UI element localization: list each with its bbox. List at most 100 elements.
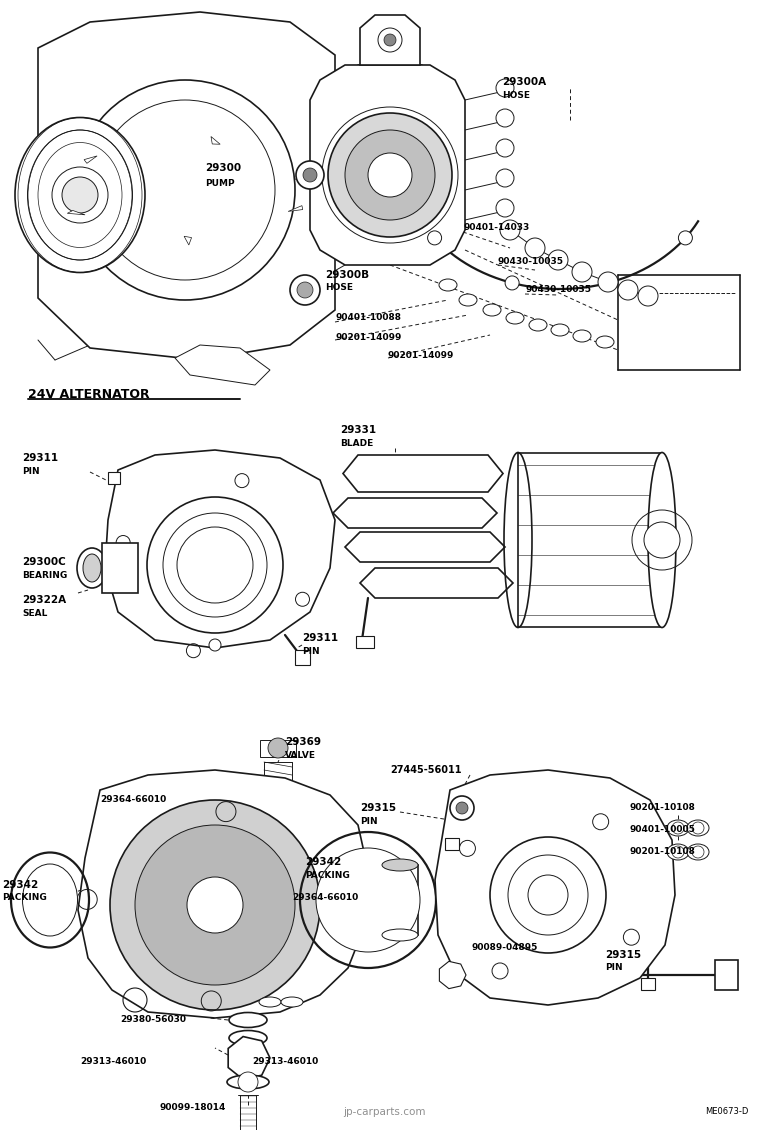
Polygon shape — [228, 1036, 270, 1079]
Polygon shape — [360, 568, 513, 598]
Text: 29342: 29342 — [305, 857, 341, 867]
Polygon shape — [288, 206, 303, 211]
Circle shape — [378, 28, 402, 52]
Circle shape — [303, 168, 317, 182]
Polygon shape — [310, 66, 465, 266]
Circle shape — [678, 231, 693, 245]
Text: 29342: 29342 — [2, 880, 38, 890]
Circle shape — [601, 276, 615, 290]
Text: 29315: 29315 — [360, 803, 396, 812]
Text: PIN: PIN — [22, 467, 40, 476]
Text: 90430-10035: 90430-10035 — [498, 258, 564, 267]
Circle shape — [644, 522, 680, 558]
Polygon shape — [38, 12, 335, 360]
Circle shape — [135, 825, 295, 985]
Ellipse shape — [459, 294, 477, 306]
Ellipse shape — [596, 336, 614, 348]
Text: 90430-10035: 90430-10035 — [525, 286, 591, 295]
Text: PIN: PIN — [360, 817, 378, 826]
Ellipse shape — [227, 1075, 269, 1089]
Text: 29300: 29300 — [205, 163, 241, 173]
Ellipse shape — [551, 324, 569, 336]
Text: BEARING: BEARING — [22, 571, 68, 580]
Circle shape — [500, 220, 520, 240]
Text: jp-carparts.com: jp-carparts.com — [343, 1107, 425, 1116]
Circle shape — [505, 276, 519, 290]
Circle shape — [496, 139, 514, 157]
Text: 90201-14099: 90201-14099 — [335, 332, 402, 341]
Polygon shape — [68, 210, 85, 215]
Circle shape — [572, 262, 592, 282]
Polygon shape — [84, 156, 97, 164]
Circle shape — [368, 153, 412, 197]
Circle shape — [62, 177, 98, 212]
Ellipse shape — [229, 1012, 267, 1027]
Text: 29364-66010: 29364-66010 — [292, 894, 358, 903]
Ellipse shape — [77, 548, 107, 588]
Text: 29380-56030: 29380-56030 — [120, 1016, 186, 1025]
Circle shape — [238, 1072, 258, 1092]
Polygon shape — [435, 770, 675, 1005]
Circle shape — [528, 875, 568, 915]
Polygon shape — [295, 179, 313, 182]
Text: VALVE: VALVE — [285, 750, 316, 759]
Text: HOSE: HOSE — [502, 90, 530, 99]
Polygon shape — [343, 455, 503, 492]
Text: 90099-18014: 90099-18014 — [160, 1104, 227, 1113]
Text: 27445-56011: 27445-56011 — [390, 765, 462, 775]
Circle shape — [496, 199, 514, 217]
Polygon shape — [260, 740, 296, 757]
Polygon shape — [439, 962, 466, 989]
Polygon shape — [445, 838, 459, 850]
Ellipse shape — [259, 997, 281, 1007]
Polygon shape — [356, 636, 374, 647]
Ellipse shape — [687, 844, 709, 860]
Text: 90201-10108: 90201-10108 — [630, 803, 696, 812]
Circle shape — [525, 238, 545, 258]
Circle shape — [672, 846, 684, 858]
Text: 29311: 29311 — [22, 453, 58, 463]
Text: PIN: PIN — [302, 646, 319, 655]
Circle shape — [290, 275, 320, 305]
Polygon shape — [715, 960, 738, 990]
Text: SEAL: SEAL — [22, 608, 48, 617]
Text: 29322A: 29322A — [22, 596, 66, 605]
Ellipse shape — [687, 820, 709, 836]
Text: PACKING: PACKING — [2, 894, 47, 903]
Ellipse shape — [28, 130, 133, 260]
Circle shape — [672, 822, 684, 834]
Ellipse shape — [22, 864, 78, 936]
Polygon shape — [333, 498, 497, 528]
Text: 90201-14099: 90201-14099 — [388, 350, 455, 359]
Polygon shape — [105, 450, 335, 647]
Circle shape — [177, 527, 253, 603]
Ellipse shape — [667, 820, 689, 836]
Circle shape — [52, 167, 108, 223]
Polygon shape — [78, 770, 368, 1018]
Circle shape — [328, 113, 452, 237]
Text: 29300B: 29300B — [325, 270, 369, 280]
Text: 90089-04895: 90089-04895 — [472, 944, 538, 953]
Circle shape — [548, 250, 568, 270]
Ellipse shape — [281, 997, 303, 1007]
Circle shape — [384, 34, 396, 46]
Text: ME0673-D: ME0673-D — [704, 1107, 748, 1116]
Text: PACKING: PACKING — [305, 870, 349, 879]
Text: 29311: 29311 — [302, 633, 338, 643]
Polygon shape — [360, 15, 420, 66]
Circle shape — [428, 231, 442, 245]
Text: 90201-10108: 90201-10108 — [630, 848, 696, 857]
Circle shape — [297, 282, 313, 298]
Ellipse shape — [382, 859, 418, 871]
Circle shape — [456, 802, 468, 814]
Ellipse shape — [83, 554, 101, 582]
Text: 29331: 29331 — [340, 425, 376, 435]
Text: 29369: 29369 — [285, 737, 321, 747]
Circle shape — [618, 280, 638, 299]
Circle shape — [187, 877, 243, 933]
Circle shape — [268, 738, 288, 758]
Ellipse shape — [382, 929, 418, 941]
Polygon shape — [345, 532, 505, 562]
Text: BLADE: BLADE — [340, 438, 373, 447]
Circle shape — [110, 800, 320, 1010]
